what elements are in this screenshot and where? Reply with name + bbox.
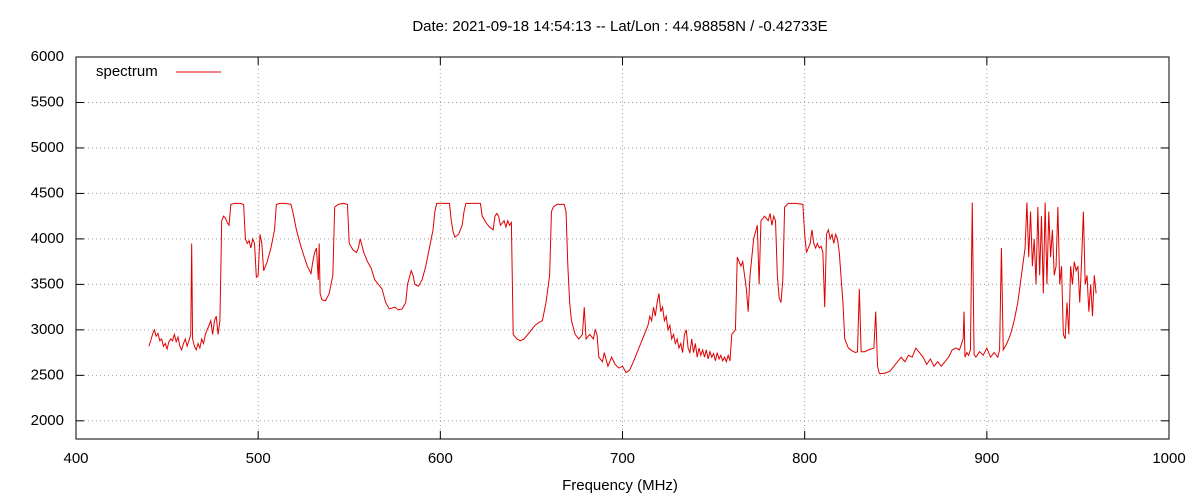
spectrum-line <box>148 202 1097 375</box>
y-tick-label: 2000 <box>31 412 64 429</box>
x-tick-label: 500 <box>246 450 271 467</box>
chart-title: Date: 2021-09-18 14:54:13 -- Lat/Lon : 4… <box>412 18 827 35</box>
y-tick-label: 4500 <box>31 184 64 201</box>
y-tick-label: 3000 <box>31 321 64 338</box>
x-tick-label: 900 <box>974 450 999 467</box>
y-tick-label: 5000 <box>31 139 64 156</box>
y-tick-label: 2500 <box>31 366 64 383</box>
y-tick-label: 4000 <box>31 230 64 247</box>
x-tick-label: 600 <box>428 450 453 467</box>
legend-label: spectrum <box>96 63 158 80</box>
x-tick-label: 700 <box>610 450 635 467</box>
x-tick-label: 800 <box>792 450 817 467</box>
y-tick-label: 3500 <box>31 275 64 292</box>
y-tick-label: 6000 <box>31 48 64 65</box>
y-tick-label: 5500 <box>31 93 64 110</box>
x-axis-label: Frequency (MHz) <box>562 477 678 494</box>
x-tick-label: 400 <box>63 450 88 467</box>
x-tick-label: 1000 <box>1152 450 1185 467</box>
plot <box>148 202 1097 375</box>
